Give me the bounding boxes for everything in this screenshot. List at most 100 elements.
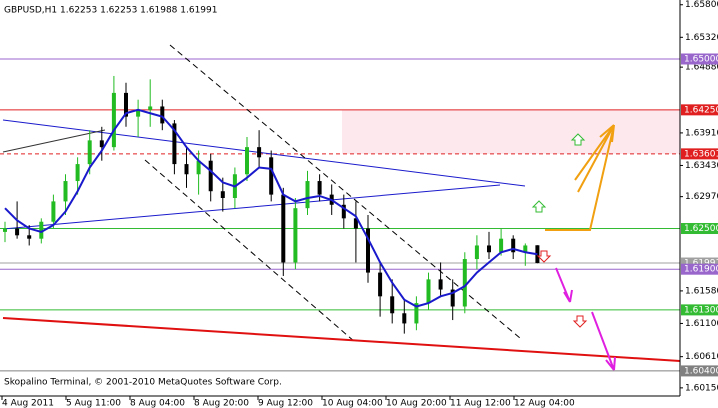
y-tick-label: 1.62970 [685,192,718,202]
zone [342,110,680,154]
x-tick-label: 4 Aug 2011 [2,399,54,408]
forecast-arrows [531,124,616,371]
candle-body [474,245,479,260]
level-label: 1.61991 [684,259,718,269]
candle-body [353,218,358,229]
level-label-bg [681,263,718,275]
candle-body [257,147,262,158]
y-tick-label: 1.61580 [685,286,718,296]
candle-body [269,157,274,195]
y-tick-label: 1.65800 [685,0,718,10]
y-tick-label: 1.65320 [685,33,718,43]
candle-body [39,221,44,239]
candle-body [450,289,455,307]
candle-body [111,92,116,148]
level-label-bg [681,53,718,65]
candle-body [293,208,298,263]
candle-body [523,245,528,253]
candle-body [499,238,504,253]
y-tick-label: 1.63430 [685,161,718,171]
candle-body [63,181,68,202]
candle-body [281,194,286,263]
x-tick-label: 8 Aug 20:00 [194,399,249,408]
trend-lines [2,44,681,362]
candle-body [511,238,516,253]
arrow [591,311,616,371]
candle-body [99,140,104,148]
x-tick-label: 9 Aug 12:00 [258,399,313,408]
x-tick-label: 10 Aug 04:00 [322,399,383,408]
arrow [545,124,615,231]
candle-body [124,92,128,117]
candle-body [208,160,213,192]
x-tick-label: 12 Aug 04:00 [514,399,575,408]
candle-body [366,228,370,273]
level-label: 1.60400 [684,366,718,376]
candle-body [136,109,141,117]
candle-body [341,204,346,219]
channel-line [144,159,356,343]
candle-body [75,164,80,182]
level-label: 1.61900 [684,265,718,275]
candle-body [3,228,7,232]
level-label-bg [681,148,718,160]
down-arrow-icon [536,250,552,263]
candle-body [438,279,443,290]
trend-line [2,184,501,230]
down-arrow-icon [572,315,588,328]
x-tick-label: 5 Aug 11:00 [66,399,121,408]
arrow [574,124,615,193]
moving-average [4,108,538,308]
up-arrow-icon [570,133,586,146]
y-tick-label: 1.64880 [685,63,718,73]
level-label: 1.65000 [684,54,718,64]
level-label: 1.62500 [684,224,718,234]
level-label-bg [681,104,718,116]
level-label: 1.63601 [684,149,718,159]
y-tick-label: 1.60150 [685,383,718,393]
candle-body [172,123,177,165]
candle-body [87,140,92,165]
arrow [555,267,573,303]
candle-body [414,303,419,324]
candle-body [27,235,32,239]
trend-line [2,317,681,362]
channel-line [169,44,521,339]
candle-body [487,245,491,253]
candle-body [426,279,431,304]
up-arrow-icon [531,200,547,213]
candle-body [51,201,56,222]
trend-line [2,129,106,153]
candle-body [15,228,20,236]
candle-body [390,296,395,314]
footer: Skopalino Terminal, © 2001-2010 MetaQuot… [4,378,282,388]
candle-body [220,191,225,198]
level-label: 1.61300 [684,305,718,315]
level-label-bg [681,365,718,377]
y-tick-label: 1.61100 [685,319,718,329]
level-label-bg [681,257,718,269]
candle-body [245,147,249,175]
candle-body [378,272,383,297]
x-tick-label: 10 Aug 20:00 [386,399,447,408]
candle-body [184,164,189,175]
candle-body [148,106,153,110]
y-tick-label: 1.63910 [685,128,718,138]
candle-body [402,313,407,324]
y-tick-label: 1.60610 [685,352,718,362]
plot [3,75,540,334]
candle-body [305,181,310,209]
level-label-bg [681,304,718,316]
chart-title: GBPUSD,H1 1.62253 1.62253 1.61988 1.6199… [4,6,217,16]
level-label-bg [681,223,718,235]
candle-body [317,181,322,195]
level-label: 1.64250 [684,105,718,115]
candle-body [196,160,201,175]
x-tick-label: 8 Aug 04:00 [130,399,185,408]
candle-body [462,259,467,307]
candle-body [160,106,165,124]
x-tick-label: 11 Aug 12:00 [450,399,511,408]
